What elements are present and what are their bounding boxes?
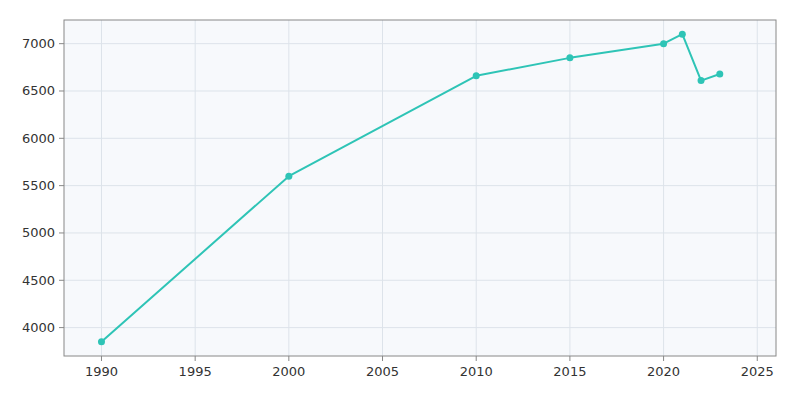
tick-mark-x [382, 356, 383, 361]
grid-line-x [288, 20, 289, 356]
x-tick-label: 2010 [460, 364, 493, 379]
tick-mark-x [195, 356, 196, 361]
tick-mark-y [59, 90, 64, 91]
y-tick-label: 4500 [22, 273, 55, 288]
x-tick-label: 1995 [179, 364, 212, 379]
tick-mark-x [663, 356, 664, 361]
tick-mark-x [101, 356, 102, 361]
grid-line-x [476, 20, 477, 356]
x-tick-label: 2025 [741, 364, 774, 379]
tick-mark-x [569, 356, 570, 361]
y-tick-label: 6000 [22, 131, 55, 146]
x-tick-label: 1990 [85, 364, 118, 379]
grid-line-y [64, 43, 776, 44]
x-tick-label: 2005 [366, 364, 399, 379]
grid-line-y [64, 90, 776, 91]
point [698, 77, 705, 84]
grid-line-x [101, 20, 102, 356]
point [679, 31, 686, 38]
point [285, 173, 292, 180]
grid-line-y [64, 138, 776, 139]
data-marks [98, 31, 723, 346]
grid-line-x [663, 20, 664, 356]
tick-mark-y [59, 138, 64, 139]
grid [64, 20, 776, 356]
grid-line-x [569, 20, 570, 356]
grid-line-x [382, 20, 383, 356]
chart-container: 1990 1995 2000 2005 2010 2015 2020 2025 4000 4500… [0, 0, 800, 400]
grid-line-y [64, 327, 776, 328]
y-tick-label: 5000 [22, 225, 55, 240]
line [101, 34, 719, 342]
tick-mark-y [59, 327, 64, 328]
x-tick-label: 2020 [647, 364, 680, 379]
point [98, 338, 105, 345]
chart: 1990 1995 2000 2005 2010 2015 2020 2025 4000 4500… [0, 0, 800, 400]
plot-background [64, 20, 776, 356]
point [566, 54, 573, 61]
point [473, 72, 480, 79]
tick-mark-y [59, 43, 64, 44]
y-tick-label: 7000 [22, 36, 55, 51]
tick-mark-x [476, 356, 477, 361]
y-tick-label: 6500 [22, 83, 55, 98]
tick-mark-x [288, 356, 289, 361]
y-tick-label: 5500 [22, 178, 55, 193]
x-tick-label: 2000 [272, 364, 305, 379]
tick-labels: 1990 1995 2000 2005 2010 2015 2020 2025 4000 4500… [22, 36, 774, 379]
grid-line-x [195, 20, 196, 356]
point [716, 70, 723, 77]
tick-mark-y [59, 232, 64, 233]
grid-line-y [64, 185, 776, 186]
plot-frame [64, 20, 776, 356]
y-tick-label: 4000 [22, 320, 55, 335]
grid-line-x [757, 20, 758, 356]
point [660, 40, 667, 47]
grid-line-y [64, 232, 776, 233]
tick-mark-y [59, 185, 64, 186]
tick-mark-y [59, 280, 64, 281]
tick-mark-x [757, 356, 758, 361]
x-tick-label: 2015 [553, 364, 586, 379]
